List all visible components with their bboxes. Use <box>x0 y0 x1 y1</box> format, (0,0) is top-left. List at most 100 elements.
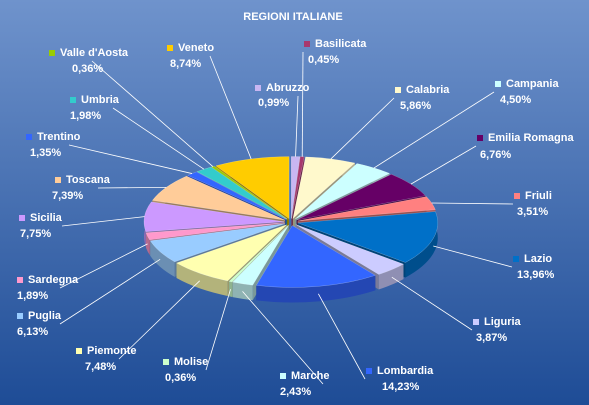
slice-name: Basilicata <box>315 38 367 50</box>
legend-marker <box>280 373 286 379</box>
slice-side <box>232 282 253 301</box>
slice-value-label: 0,36% <box>165 372 196 384</box>
slice-name: Campania <box>506 78 559 90</box>
slice-name: Sicilia <box>30 212 63 224</box>
pie-slice <box>291 156 305 219</box>
slice-value-label: 1,98% <box>70 110 101 122</box>
slice-name: Puglia <box>28 310 62 322</box>
slice-name: Trentino <box>37 131 81 143</box>
leader-line <box>410 145 477 185</box>
slice-side <box>229 281 232 297</box>
pie-slice <box>297 211 439 263</box>
leader-line <box>391 276 473 331</box>
legend-marker <box>26 134 32 140</box>
leader-line <box>295 95 299 157</box>
legend-marker <box>304 41 310 47</box>
pie-slice <box>187 171 287 220</box>
slice-value-label: 0,99% <box>258 97 289 109</box>
slice-name: Lazio <box>524 253 552 265</box>
slice-value-label: 7,39% <box>52 190 83 202</box>
slice-value-label: 0,45% <box>308 54 339 66</box>
slice-side <box>145 232 150 255</box>
slice-name: Abruzzo <box>266 82 310 94</box>
pie-slice <box>296 173 426 221</box>
leader-line <box>209 55 252 160</box>
pie-slice <box>255 225 376 288</box>
slice-value-label: 2,43% <box>280 386 311 398</box>
slice-name: Umbria <box>81 94 120 106</box>
pie-slice <box>215 156 290 220</box>
slice-name: Friuli <box>525 190 552 202</box>
legend-marker <box>70 97 76 103</box>
legend-marker <box>495 81 501 87</box>
leader-line <box>68 144 193 174</box>
slice-name: Valle d'Aosta <box>60 47 129 59</box>
slice-name: Liguria <box>484 316 522 328</box>
slice-name: Sardegna <box>28 274 79 286</box>
leader-line <box>59 243 148 289</box>
legend-marker <box>55 177 61 183</box>
leader-line <box>433 245 513 268</box>
leader-line <box>91 60 214 167</box>
slice-side <box>256 275 376 303</box>
pie-slice <box>290 156 301 219</box>
pie-slice <box>143 201 285 232</box>
pie-slice <box>232 225 289 286</box>
slice-value-label: 0,36% <box>72 63 103 75</box>
slice-value-label: 7,48% <box>85 361 116 373</box>
slice-value-label: 1,35% <box>30 147 61 159</box>
legend-marker <box>255 85 261 91</box>
slice-value-label: 7,75% <box>20 228 51 240</box>
legend-marker <box>513 256 519 262</box>
slice-value-label: 3,51% <box>517 206 548 218</box>
leader-line <box>318 293 366 380</box>
chart-title: REGIONI ITALIANE <box>243 11 342 23</box>
pie-slice <box>145 222 285 241</box>
slice-name: Emilia Romagna <box>488 132 574 144</box>
pie-slice <box>292 156 356 220</box>
leader-line <box>97 186 167 189</box>
legend-marker <box>19 215 25 221</box>
legend-marker <box>17 277 23 283</box>
slice-value-label: 5,86% <box>400 100 431 112</box>
legend-marker <box>76 348 82 354</box>
slice-name: Marche <box>291 370 330 382</box>
slice-name: Veneto <box>178 42 214 54</box>
leader-line <box>242 291 324 385</box>
leader-line <box>59 259 161 325</box>
legend-marker <box>477 135 483 141</box>
legend-marker <box>395 87 401 93</box>
legend-marker <box>163 359 169 365</box>
legend-marker <box>514 193 520 199</box>
pie-slice <box>149 223 285 263</box>
legend-marker <box>473 319 479 325</box>
slice-value-label: 6,13% <box>17 326 48 338</box>
slice-value-label: 4,50% <box>500 94 531 106</box>
slice-side <box>405 211 438 278</box>
slice-value-label: 6,76% <box>480 149 511 161</box>
slice-value-label: 3,87% <box>476 332 507 344</box>
pie-slice <box>175 224 287 282</box>
legend-marker <box>49 50 55 56</box>
leader-line <box>330 97 395 160</box>
leader-line <box>61 216 145 227</box>
legend-marker <box>366 368 372 374</box>
leader-line <box>205 289 231 371</box>
slice-name: Lombardia <box>377 365 434 377</box>
leader-line <box>301 51 304 157</box>
slice-value-label: 14,23% <box>382 381 420 393</box>
slice-tops <box>143 156 439 288</box>
pie-slice <box>295 224 405 275</box>
slice-value-label: 8,74% <box>170 58 201 70</box>
leader-line <box>431 202 514 205</box>
slice-name: Calabria <box>406 84 450 96</box>
pie-slice <box>151 175 286 221</box>
slice-side <box>176 263 228 296</box>
slice-name: Molise <box>174 356 208 368</box>
legend-marker <box>17 313 23 319</box>
pie-slice <box>294 163 391 220</box>
leader-line <box>373 91 495 169</box>
slice-side <box>378 264 404 290</box>
slice-value-label: 13,96% <box>517 269 555 281</box>
